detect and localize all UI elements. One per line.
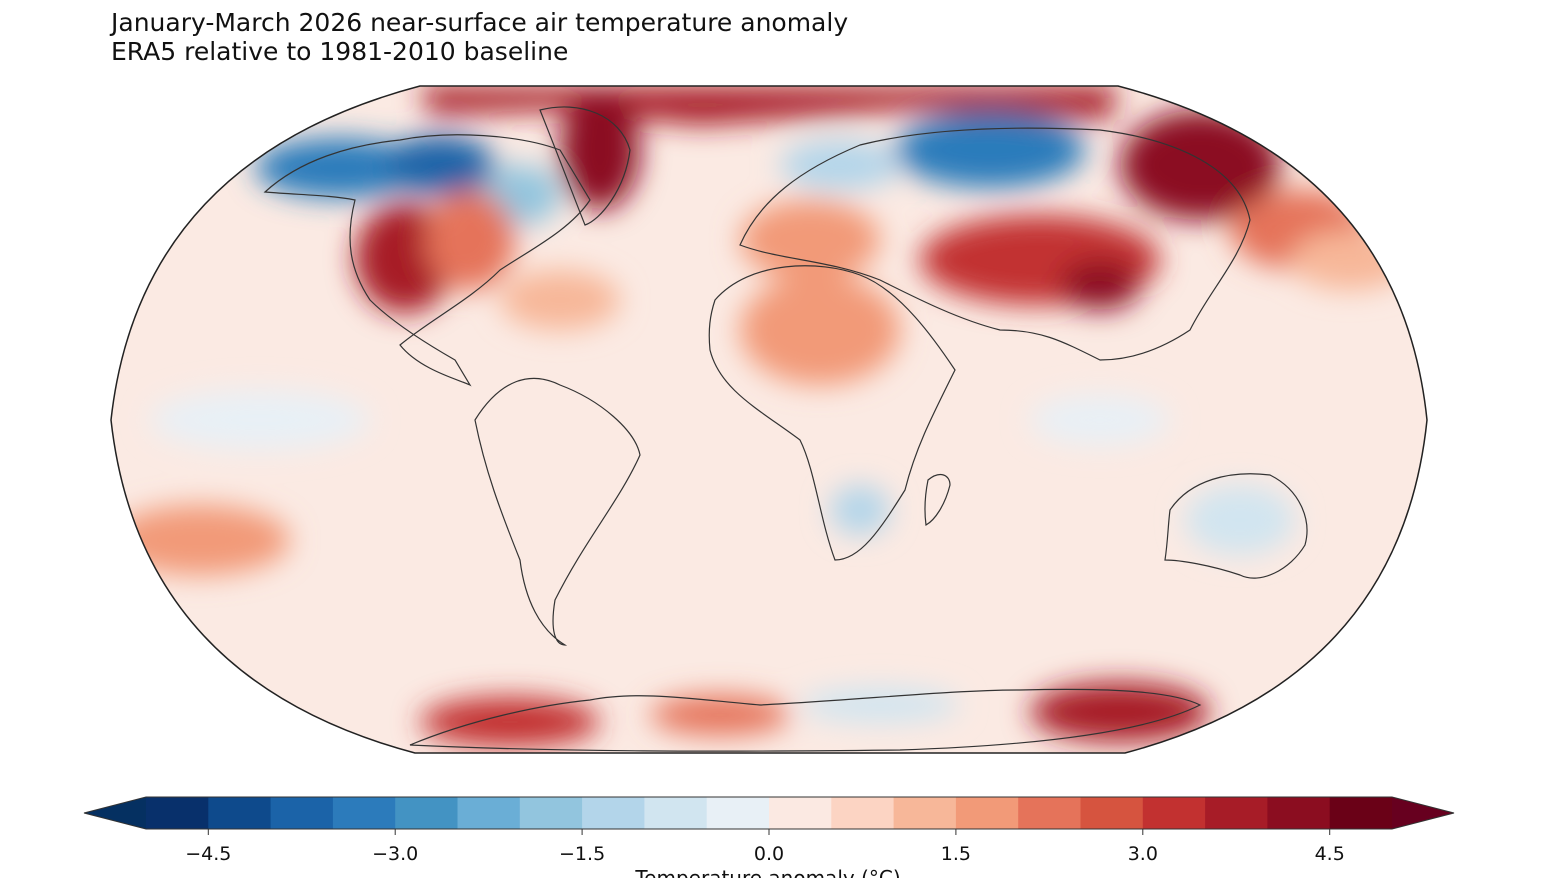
- coastlines: [263, 106, 1308, 752]
- canada-cold-patch: [385, 135, 495, 195]
- indian-ocean-neutral-patch: [1030, 395, 1170, 445]
- colorbar-segment: [955, 797, 1019, 829]
- china-warm-patch: [1060, 260, 1140, 310]
- colorbar-over-arrow: [1392, 797, 1454, 829]
- colorbar-segment: [519, 797, 583, 829]
- colorbar-segment: [395, 797, 458, 829]
- madagascar-outline: [924, 473, 951, 526]
- colorbar-tick-label: −4.5: [185, 843, 231, 865]
- globe-boundary: [110, 85, 1428, 754]
- australia-outline: [1164, 473, 1308, 579]
- colorbar-segment: [1205, 797, 1268, 829]
- colorbar-tick-label: 1.5: [941, 843, 971, 865]
- anomaly-patches: [111, 86, 1410, 747]
- siberia-cold-patch: [895, 112, 1085, 188]
- colorbar-segment: [1267, 797, 1331, 829]
- south-pacific-warm-patch: [111, 505, 290, 575]
- australia-cool-patch: [1185, 485, 1295, 555]
- colorbar-segment: [582, 797, 645, 829]
- colorbar-segment: [270, 797, 334, 829]
- colorbar-label: Temperature anomaly (°C): [635, 866, 901, 878]
- colorbar-segment: [146, 797, 209, 829]
- colorbar-segment: [1018, 797, 1081, 829]
- east-pacific-neutral-patch: [150, 390, 370, 450]
- colorbar-segment: [457, 797, 521, 829]
- colorbar-ticks: −4.5 −3.0 −1.5 0.0 1.5 3.0 4.5: [185, 829, 1345, 865]
- central-us-warm-patch: [425, 190, 515, 290]
- colorbar-segment: [1329, 797, 1393, 829]
- colorbar-segment: [769, 797, 832, 829]
- antarctica-outline: [409, 688, 1202, 752]
- figure-title: January-March 2026 near-surface air temp…: [111, 8, 848, 66]
- colorbar-segment: [1142, 797, 1206, 829]
- title-line-1: January-March 2026 near-surface air temp…: [111, 8, 849, 37]
- colorbar-segment: [332, 797, 396, 829]
- colorbar-outline: [83, 796, 1455, 830]
- southern-ocean-cool-patch: [800, 687, 960, 723]
- sahara-warm-patch: [740, 275, 900, 385]
- colorbar-segment: [1080, 797, 1144, 829]
- southern-africa-cool-patch: [830, 485, 890, 535]
- colorbar-tick-label: 4.5: [1315, 843, 1345, 865]
- north-america-outline: [263, 134, 591, 387]
- scandinavia-cool-patch: [780, 140, 900, 190]
- europe-warm-patch: [740, 200, 880, 280]
- colorbar-segment: [706, 797, 770, 829]
- africa-outline: [708, 265, 956, 561]
- colorbar-tick-label: −1.5: [559, 843, 605, 865]
- colorbar-tick-label: 0.0: [754, 843, 784, 865]
- greenland-warm-patch: [560, 90, 640, 210]
- east-antarctica-warm-patch: [1030, 682, 1210, 742]
- globe-field: [111, 86, 1427, 753]
- colorbar-segments: [83, 796, 1455, 830]
- title-line-2: ERA5 relative to 1981-2010 baseline: [111, 37, 569, 66]
- colorbar-segment: [208, 797, 272, 829]
- west-antarctica-warm-patch: [420, 697, 600, 747]
- east-siberia-warm-patch: [1120, 110, 1280, 220]
- colorbar-segment: [893, 797, 957, 829]
- colorbar-under-arrow: [84, 797, 146, 829]
- colorbar-tick-label: −3.0: [372, 843, 418, 865]
- eurasia-outline: [739, 127, 1251, 361]
- alaska-cold-patch: [255, 138, 425, 198]
- atlantic-warm-patch: [500, 270, 620, 330]
- colorbar-segment: [644, 797, 708, 829]
- greenland-outline: [539, 106, 631, 226]
- colorbar-segment: [831, 797, 895, 829]
- south-america-outline: [474, 377, 641, 646]
- colorbar-tick-label: 3.0: [1128, 843, 1158, 865]
